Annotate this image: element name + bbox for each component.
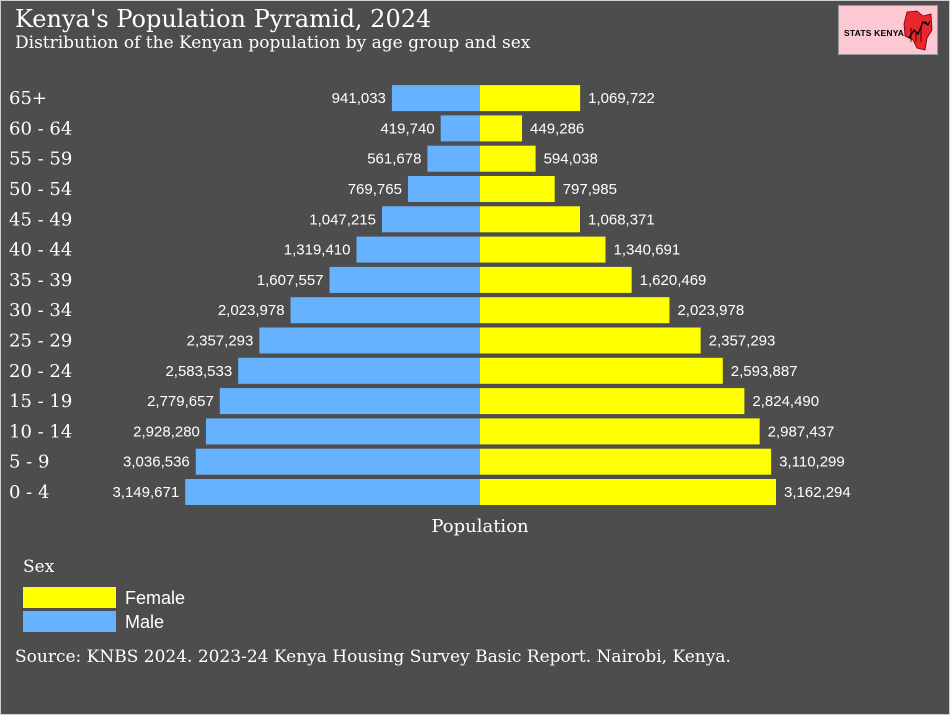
- female-bar-65: [480, 85, 581, 112]
- male-bar-40-44: [356, 236, 480, 263]
- female-value-label-25-29: 2,357,293: [709, 333, 776, 350]
- male-value-label-30-34: 2,023,978: [218, 302, 285, 319]
- category-label-55-59: 55 - 59: [9, 149, 72, 170]
- male-value-label-15-19: 2,779,657: [147, 393, 214, 410]
- male-value-label-0-4: 3,149,671: [112, 484, 179, 501]
- male-value-label-40-44: 1,319,410: [284, 242, 351, 259]
- population-pyramid-chart: 0 - 4 5 - 9 10 - 14 15 - 19 20 - 24 25 - 29 30…: [9, 85, 851, 537]
- male-bar-20-24: [238, 357, 480, 384]
- male-bar-65: [391, 85, 480, 112]
- source-note: Source: KNBS 2024. 2023-24 Kenya Housing…: [15, 647, 731, 667]
- male-bar-30-34: [290, 297, 480, 324]
- legend-title: Sex: [23, 557, 55, 577]
- chart-title: Kenya's Population Pyramid, 2024: [15, 5, 432, 33]
- male-bar-5-9: [195, 448, 481, 475]
- category-label-10-14: 10 - 14: [9, 421, 72, 442]
- male-value-label-10-14: 2,928,280: [133, 423, 200, 440]
- male-value-label-50-54: 769,765: [348, 181, 402, 198]
- male-bar-0-4: [185, 479, 480, 505]
- female-bar-40-44: [480, 236, 606, 263]
- female-bar-15-19: [480, 388, 745, 415]
- female-bar-10-14: [480, 418, 760, 445]
- male-bar-10-14: [205, 418, 480, 445]
- female-bar-25-29: [480, 327, 701, 354]
- male-value-label-55-59: 561,678: [367, 151, 421, 168]
- female-bar-0-4: [480, 479, 776, 505]
- female-bar-45-49: [480, 206, 581, 233]
- legend-label-male: Male: [125, 612, 165, 632]
- category-label-65: 65+: [9, 88, 47, 109]
- male-bar-45-49: [381, 206, 480, 233]
- y-axis-category-labels: 0 - 4 5 - 9 10 - 14 15 - 19 20 - 24 25 - 29 30…: [9, 88, 72, 503]
- male-bar-60-64: [440, 115, 480, 142]
- female-bar-5-9: [480, 448, 772, 475]
- category-label-15-19: 15 - 19: [9, 391, 72, 412]
- category-label-40-44: 40 - 44: [9, 240, 72, 261]
- female-value-label-10-14: 2,987,437: [768, 423, 835, 440]
- male-bar-35-39: [329, 266, 480, 293]
- female-series: [480, 85, 776, 505]
- female-bar-20-24: [480, 357, 723, 384]
- category-label-0-4: 0 - 4: [9, 482, 49, 503]
- male-bar-55-59: [427, 145, 480, 172]
- male-value-label-20-24: 2,583,533: [165, 363, 232, 380]
- female-value-label-20-24: 2,593,887: [731, 363, 798, 380]
- female-bar-50-54: [480, 176, 555, 202]
- female-value-label-65: 1,069,722: [588, 90, 655, 107]
- male-series: [185, 85, 481, 505]
- category-label-45-49: 45 - 49: [9, 209, 72, 230]
- male-bar-50-54: [407, 176, 480, 202]
- female-value-label-55-59: 594,038: [544, 151, 598, 168]
- male-value-label-25-29: 2,357,293: [187, 333, 254, 350]
- logo-text: STATS KENYA: [844, 28, 905, 38]
- female-value-label-45-49: 1,068,371: [588, 211, 655, 228]
- kenya-map-chart-icon: [903, 10, 933, 51]
- category-label-30-34: 30 - 34: [9, 300, 72, 321]
- category-label-5-9: 5 - 9: [9, 452, 49, 473]
- male-value-label-45-49: 1,047,215: [309, 211, 376, 228]
- female-value-label-5-9: 3,110,299: [779, 454, 845, 471]
- female-value-label-35-39: 1,620,469: [640, 272, 707, 289]
- female-value-label-50-54: 797,985: [563, 181, 617, 198]
- female-bar-55-59: [480, 145, 536, 172]
- female-value-label-15-19: 2,824,490: [752, 393, 819, 410]
- legend-swatch-female: [23, 587, 116, 608]
- category-label-25-29: 25 - 29: [9, 331, 72, 352]
- legend-label-female: Female: [125, 588, 186, 608]
- category-label-60-64: 60 - 64: [9, 118, 72, 139]
- legend-swatch-male: [23, 611, 116, 632]
- stats-kenya-logo: STATS KENYA: [838, 5, 938, 55]
- female-value-label-30-34: 2,023,978: [677, 302, 744, 319]
- category-label-35-39: 35 - 39: [9, 270, 72, 291]
- x-axis-label: Population: [431, 516, 529, 537]
- chart-subtitle: Distribution of the Kenyan population by…: [15, 33, 531, 53]
- category-label-20-24: 20 - 24: [9, 361, 72, 382]
- male-bar-15-19: [219, 388, 480, 415]
- data-labels: 3,149,671 3,162,294 3,036,536 3,110,299 2,92…: [112, 90, 850, 501]
- female-value-label-0-4: 3,162,294: [784, 484, 851, 501]
- female-bar-35-39: [480, 266, 632, 293]
- female-value-label-60-64: 449,286: [530, 120, 584, 137]
- female-bar-60-64: [480, 115, 523, 142]
- male-value-label-60-64: 419,740: [380, 120, 434, 137]
- female-value-label-40-44: 1,340,691: [613, 242, 680, 259]
- category-label-50-54: 50 - 54: [9, 179, 72, 200]
- male-value-label-65: 941,033: [332, 90, 386, 107]
- male-bar-25-29: [259, 327, 480, 354]
- male-value-label-5-9: 3,036,536: [123, 454, 190, 471]
- female-bar-30-34: [480, 297, 670, 324]
- male-value-label-35-39: 1,607,557: [257, 272, 324, 289]
